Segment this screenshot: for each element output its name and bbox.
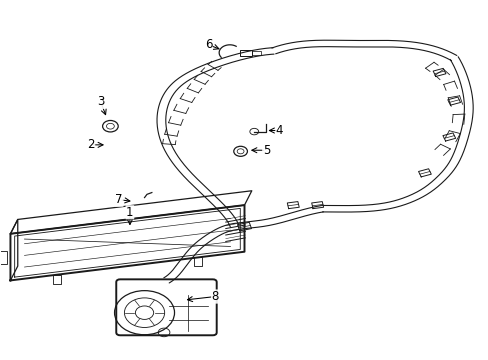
Text: 7: 7 (115, 193, 122, 206)
Text: 3: 3 (97, 95, 104, 108)
Text: 2: 2 (87, 138, 95, 151)
Text: 6: 6 (204, 38, 212, 51)
Text: 1: 1 (126, 206, 133, 219)
Bar (0, 251, 7, 264)
Text: 5: 5 (262, 144, 269, 157)
Text: 4: 4 (275, 124, 283, 137)
Bar (239, 50, 251, 56)
Text: 8: 8 (211, 290, 219, 303)
Bar (251, 50, 260, 55)
